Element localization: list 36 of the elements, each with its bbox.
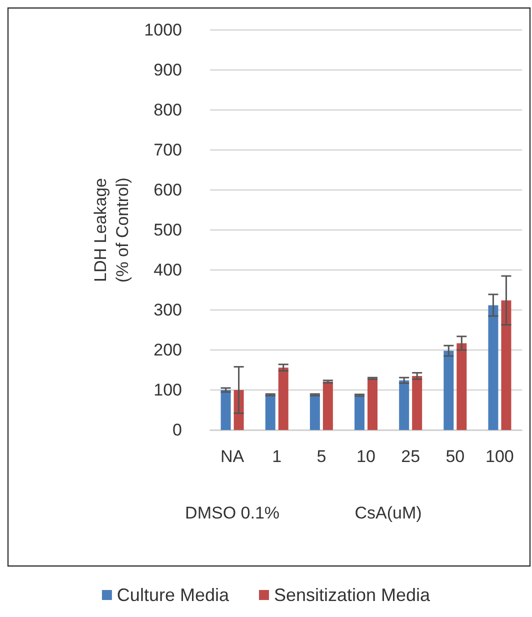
bar: [412, 376, 422, 430]
bar: [399, 380, 410, 430]
y-tick-label: 600: [154, 180, 182, 200]
x-tick-label: 50: [446, 447, 465, 466]
y-tick-label: 500: [154, 220, 182, 240]
bar: [488, 305, 498, 430]
y-tick-label: 0: [172, 420, 182, 440]
bar: [501, 300, 512, 430]
text: DMSO 0.1%: [185, 504, 280, 522]
bar: [354, 395, 364, 430]
y-axis-title: LDH Leakage (% of Control): [90, 178, 132, 282]
y-tick-label: 900: [154, 60, 182, 80]
bar: [220, 390, 231, 430]
x-tick-label: 25: [401, 447, 420, 466]
y-tick-label: 800: [154, 100, 182, 120]
text: CsA(uM): [354, 504, 422, 522]
y-tick-label: 700: [154, 140, 182, 160]
x-tick-label: 100: [486, 447, 514, 466]
bar: [265, 394, 276, 430]
x-tick-label: 1: [272, 447, 282, 466]
x-tick-label: 5: [316, 447, 326, 466]
bar: [310, 394, 320, 430]
y-tick-label: 400: [154, 260, 182, 280]
legend-label: Culture Media: [116, 585, 230, 605]
legend-label: Sensitization Media: [274, 585, 432, 605]
bar: [322, 382, 333, 430]
bar: [456, 343, 467, 430]
bar: [278, 368, 288, 430]
y-tick-label: 300: [154, 300, 182, 320]
y-tick-label: 1000: [144, 20, 182, 40]
y-tick-label: 200: [154, 340, 182, 360]
x-tick-label: NA: [220, 447, 245, 466]
y-tick-label: 100: [154, 380, 182, 400]
x-tick-label: 10: [356, 447, 376, 466]
bar: [368, 378, 378, 430]
bar: [444, 350, 454, 430]
